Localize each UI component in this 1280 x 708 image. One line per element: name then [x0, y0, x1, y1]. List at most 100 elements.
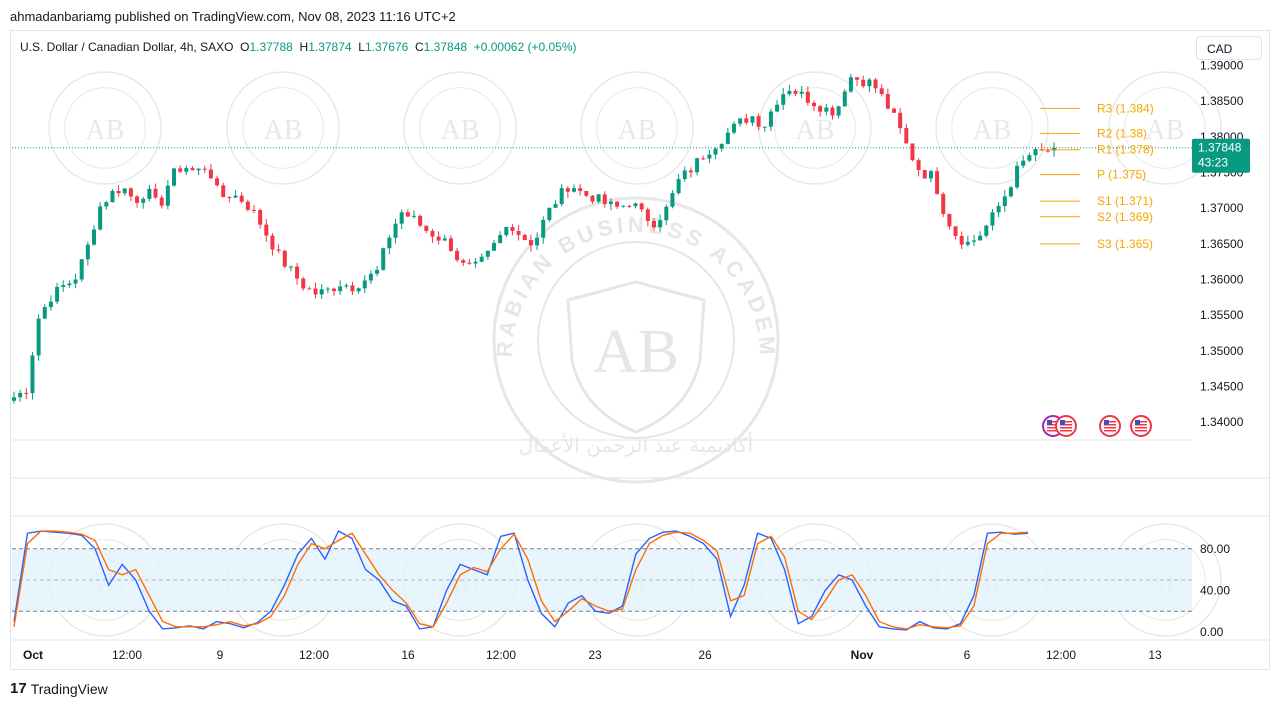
- candle[interactable]: [73, 273, 78, 289]
- candle[interactable]: [984, 224, 989, 238]
- candle[interactable]: [128, 187, 133, 201]
- us-flag-icon[interactable]: [1055, 415, 1077, 437]
- candle[interactable]: [430, 228, 435, 243]
- candle[interactable]: [1033, 147, 1038, 162]
- candle[interactable]: [24, 387, 29, 400]
- candle[interactable]: [412, 210, 416, 219]
- candle[interactable]: [252, 205, 256, 214]
- candle[interactable]: [98, 202, 103, 231]
- candle[interactable]: [338, 280, 343, 295]
- candle[interactable]: [590, 194, 595, 204]
- candle[interactable]: [208, 163, 213, 179]
- candle[interactable]: [922, 169, 927, 179]
- candle[interactable]: [799, 85, 804, 99]
- candle[interactable]: [965, 235, 970, 247]
- candle[interactable]: [172, 167, 176, 187]
- candle[interactable]: [719, 143, 724, 152]
- candle[interactable]: [898, 107, 903, 134]
- candle[interactable]: [787, 84, 792, 96]
- candle[interactable]: [418, 214, 423, 228]
- candle[interactable]: [652, 218, 656, 231]
- candle[interactable]: [1015, 161, 1020, 190]
- candle[interactable]: [42, 304, 47, 320]
- candle[interactable]: [30, 351, 35, 400]
- candle[interactable]: [695, 157, 700, 176]
- candle[interactable]: [510, 224, 515, 236]
- candle[interactable]: [375, 265, 380, 277]
- candle[interactable]: [867, 77, 872, 93]
- candle[interactable]: [670, 190, 675, 209]
- candle[interactable]: [116, 184, 121, 197]
- candle[interactable]: [688, 167, 693, 178]
- candle[interactable]: [805, 86, 810, 106]
- candle[interactable]: [738, 118, 743, 127]
- candle[interactable]: [547, 207, 552, 222]
- candle[interactable]: [990, 209, 995, 231]
- candle[interactable]: [301, 276, 306, 291]
- candle[interactable]: [67, 280, 72, 288]
- candle[interactable]: [565, 186, 570, 198]
- candle[interactable]: [319, 284, 324, 299]
- candle[interactable]: [818, 105, 823, 117]
- candle[interactable]: [596, 193, 601, 204]
- candle[interactable]: [1021, 155, 1026, 168]
- candle[interactable]: [664, 204, 669, 226]
- candle[interactable]: [793, 88, 798, 97]
- candle[interactable]: [750, 116, 755, 126]
- candle[interactable]: [461, 258, 466, 267]
- candle[interactable]: [393, 218, 398, 244]
- candle[interactable]: [535, 232, 540, 251]
- candle[interactable]: [621, 205, 626, 208]
- candle[interactable]: [732, 121, 736, 135]
- candle[interactable]: [639, 202, 644, 213]
- candle[interactable]: [196, 168, 201, 176]
- candle[interactable]: [215, 175, 220, 187]
- candle[interactable]: [830, 105, 835, 120]
- candle[interactable]: [1045, 148, 1050, 153]
- candle[interactable]: [85, 241, 90, 266]
- candle[interactable]: [227, 196, 232, 203]
- candle[interactable]: [522, 233, 527, 241]
- candle[interactable]: [676, 174, 681, 195]
- candle[interactable]: [79, 258, 84, 282]
- candle[interactable]: [528, 234, 533, 252]
- candle[interactable]: [55, 282, 60, 305]
- symbol-title[interactable]: U.S. Dollar / Canadian Dollar, 4h, SAXO: [20, 40, 234, 54]
- candle[interactable]: [307, 286, 312, 290]
- candle[interactable]: [848, 73, 853, 94]
- candle[interactable]: [18, 389, 23, 402]
- candle[interactable]: [325, 286, 330, 294]
- candle[interactable]: [276, 244, 281, 254]
- candle[interactable]: [61, 280, 66, 293]
- candle[interactable]: [935, 167, 940, 195]
- candle[interactable]: [1027, 152, 1032, 163]
- candle[interactable]: [245, 199, 250, 212]
- candle[interactable]: [362, 275, 367, 294]
- candle[interactable]: [424, 225, 429, 234]
- candle[interactable]: [885, 88, 890, 110]
- candle[interactable]: [658, 214, 663, 232]
- us-flag-icon[interactable]: [1099, 415, 1121, 437]
- candle[interactable]: [836, 105, 841, 119]
- candle[interactable]: [608, 198, 613, 211]
- candle[interactable]: [861, 75, 866, 88]
- candle[interactable]: [184, 165, 189, 176]
- candle[interactable]: [713, 147, 718, 160]
- candle[interactable]: [916, 158, 921, 177]
- candle[interactable]: [633, 202, 638, 209]
- candle[interactable]: [1002, 190, 1007, 212]
- candle[interactable]: [239, 192, 244, 204]
- candle[interactable]: [627, 204, 632, 209]
- candle[interactable]: [436, 231, 441, 245]
- candle[interactable]: [387, 235, 392, 255]
- candle[interactable]: [824, 103, 829, 116]
- us-flag-icon[interactable]: [1130, 415, 1152, 437]
- currency-button[interactable]: CAD: [1196, 36, 1262, 60]
- candle[interactable]: [202, 165, 207, 174]
- candle[interactable]: [978, 231, 983, 241]
- candle[interactable]: [682, 166, 687, 182]
- candle[interactable]: [344, 283, 349, 289]
- candle[interactable]: [313, 282, 318, 299]
- candle[interactable]: [485, 250, 490, 260]
